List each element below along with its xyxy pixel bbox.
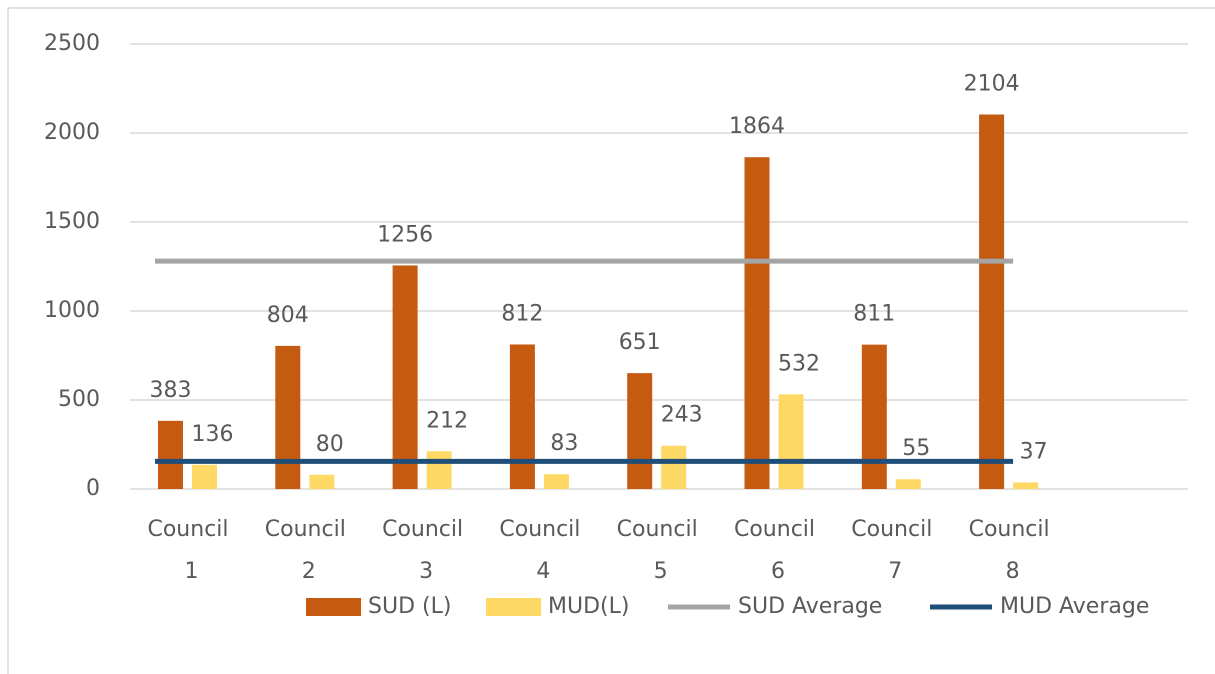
bar [627, 373, 653, 489]
data-label: 1864 [729, 114, 785, 139]
y-tick-label: 2000 [44, 120, 100, 145]
data-label: 1256 [377, 222, 433, 247]
bar [426, 451, 452, 489]
x-tick-label: Council 1 [147, 517, 228, 584]
legend-label: MUD(L) [548, 594, 629, 619]
y-tick-label: 500 [58, 387, 100, 412]
bar [861, 344, 887, 489]
y-tick-label: 1500 [44, 209, 100, 234]
data-label: 804 [267, 303, 309, 328]
bar [895, 479, 921, 489]
bar [309, 474, 335, 489]
y-tick-label: 1000 [44, 298, 100, 323]
data-label: 212 [426, 408, 468, 433]
legend-label: SUD (L) [368, 594, 451, 619]
x-tick-label: Council 2 [265, 517, 346, 584]
bar [543, 474, 569, 489]
data-label: 532 [778, 351, 820, 376]
x-tick-label: Council 7 [851, 517, 932, 584]
data-label: 812 [501, 301, 543, 326]
bar [275, 345, 301, 489]
y-tick-label: 0 [86, 476, 100, 501]
bar [1013, 482, 1039, 489]
bar [979, 114, 1005, 489]
data-label: 37 [1020, 439, 1048, 464]
chart-frame [7, 7, 1215, 674]
data-label: 243 [661, 403, 703, 428]
bar [661, 445, 687, 489]
bar [509, 344, 535, 489]
legend-swatch [306, 598, 361, 616]
x-tick-label: Council 8 [969, 517, 1050, 584]
data-label: 136 [192, 422, 234, 447]
bar [158, 420, 183, 489]
x-tick-label: Council 6 [734, 517, 815, 584]
x-tick-label: Council 5 [617, 517, 698, 584]
legend-swatch [486, 598, 541, 616]
data-label: 80 [316, 432, 344, 457]
bar [192, 464, 217, 489]
data-label: 651 [619, 330, 661, 355]
data-label: 811 [853, 302, 895, 327]
legend-label: SUD Average [738, 594, 882, 619]
x-tick-label: Council 4 [499, 517, 580, 584]
legend-label: MUD Average [1000, 594, 1149, 619]
data-label: 2104 [964, 71, 1020, 96]
bar [778, 394, 804, 489]
x-tick-label: Council 3 [382, 517, 463, 584]
bar [744, 157, 770, 489]
data-label: 383 [150, 378, 192, 403]
y-tick-label: 2500 [44, 31, 100, 56]
data-label: 83 [550, 431, 578, 456]
bar [392, 265, 418, 489]
data-label: 55 [902, 436, 930, 461]
